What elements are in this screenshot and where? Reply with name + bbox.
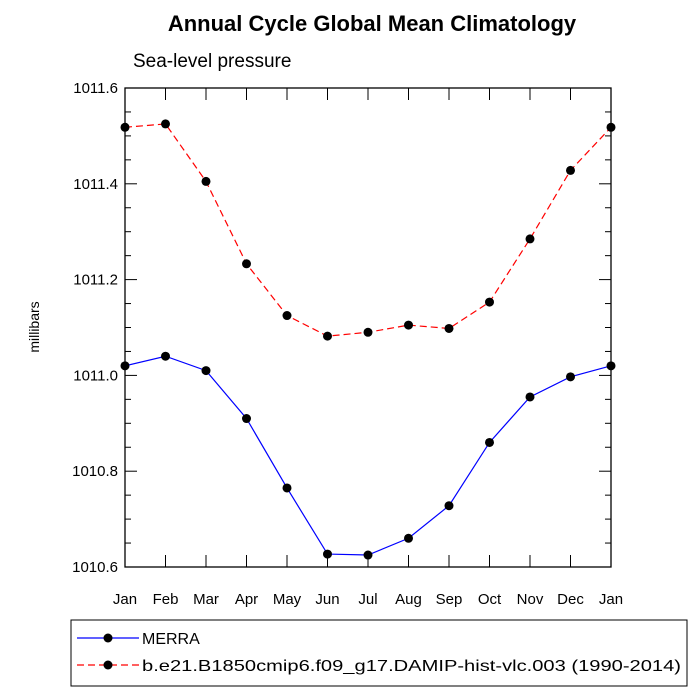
chart-subtitle: Sea-level pressure (133, 51, 291, 72)
x-tick-label: Oct (478, 591, 502, 608)
x-tick-label: Jun (315, 591, 339, 608)
x-tick-label: Apr (235, 591, 258, 608)
y-tick-labels: 1010.6 1010.8 1011.0 1011.2 1011.4 1011.6 (72, 80, 118, 576)
data-point-series-1 (525, 234, 535, 244)
x-tick-label: Jan (599, 591, 623, 608)
data-point-series-1 (282, 311, 292, 321)
legend-box (70, 619, 688, 687)
y-tick-label: 1010.8 (72, 463, 118, 480)
x-tick-label: Feb (153, 591, 179, 608)
y-tick-label: 1010.6 (72, 559, 118, 576)
data-point-series-1 (323, 331, 332, 341)
series-layer (120, 119, 616, 560)
data-point-series-0 (444, 501, 454, 511)
chart-title: Annual Cycle Global Mean Climatology (168, 11, 577, 36)
data-point-series-0 (525, 392, 535, 402)
x-tick-label: Dec (557, 591, 584, 608)
y-tick-label: 1011.2 (73, 272, 118, 289)
legend-marker-model (103, 660, 113, 670)
x-tick-label: Sep (436, 591, 463, 608)
plot-frame (124, 87, 612, 568)
data-point-series-0 (201, 366, 211, 376)
data-point-series-0 (363, 550, 373, 560)
data-point-series-0 (566, 372, 575, 382)
x-tick-label: Jul (358, 591, 377, 608)
data-point-series-0 (282, 483, 292, 493)
x-tick-label: Jan (113, 591, 137, 608)
series-line-0 (124, 355, 612, 556)
x-tick-label: Aug (395, 591, 422, 608)
data-point-series-0 (161, 351, 170, 361)
data-point-series-1 (485, 297, 494, 307)
data-point-series-1 (566, 165, 575, 175)
y-tick-label: 1011.4 (73, 176, 118, 193)
y-tick-label: 1011.6 (73, 80, 118, 97)
data-point-series-0 (323, 549, 332, 559)
y-tick-label: 1011.0 (73, 367, 118, 384)
x-tick-label: Nov (517, 591, 544, 608)
data-point-series-0 (485, 437, 494, 447)
x-tick-label: May (273, 591, 302, 608)
data-point-series-0 (242, 414, 251, 424)
data-point-series-0 (404, 533, 413, 543)
data-point-series-1 (363, 327, 373, 337)
legend-marker-merra (103, 633, 113, 643)
x-tick-label: Mar (193, 591, 219, 608)
legend-label-model: b.e21.B1850cmip6.f09_g17.DAMIP-hist-vlc.… (142, 658, 681, 675)
legend: MERRA b.e21.B1850cmip6.f09_g17.DAMIP-his… (70, 619, 688, 687)
series-line-1 (124, 123, 612, 337)
data-point-series-1 (161, 119, 170, 129)
x-tick-labels: Jan Feb Mar Apr May Jun Jul Aug Sep Oct Nov Dec Jan (113, 591, 623, 608)
data-point-series-1 (444, 323, 454, 333)
data-point-series-1 (201, 176, 211, 186)
tick-marks (124, 87, 612, 568)
data-point-series-1 (404, 320, 413, 330)
data-point-series-1 (242, 259, 251, 269)
y-axis-label: millibars (26, 301, 42, 352)
legend-label-merra: MERRA (142, 631, 200, 648)
